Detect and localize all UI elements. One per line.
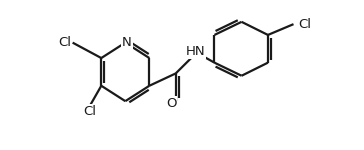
Text: Cl: Cl (83, 105, 96, 118)
Text: HN: HN (185, 45, 205, 58)
Text: N: N (122, 36, 132, 49)
Text: Cl: Cl (58, 36, 71, 49)
Text: Cl: Cl (298, 18, 311, 31)
Text: O: O (166, 97, 176, 110)
